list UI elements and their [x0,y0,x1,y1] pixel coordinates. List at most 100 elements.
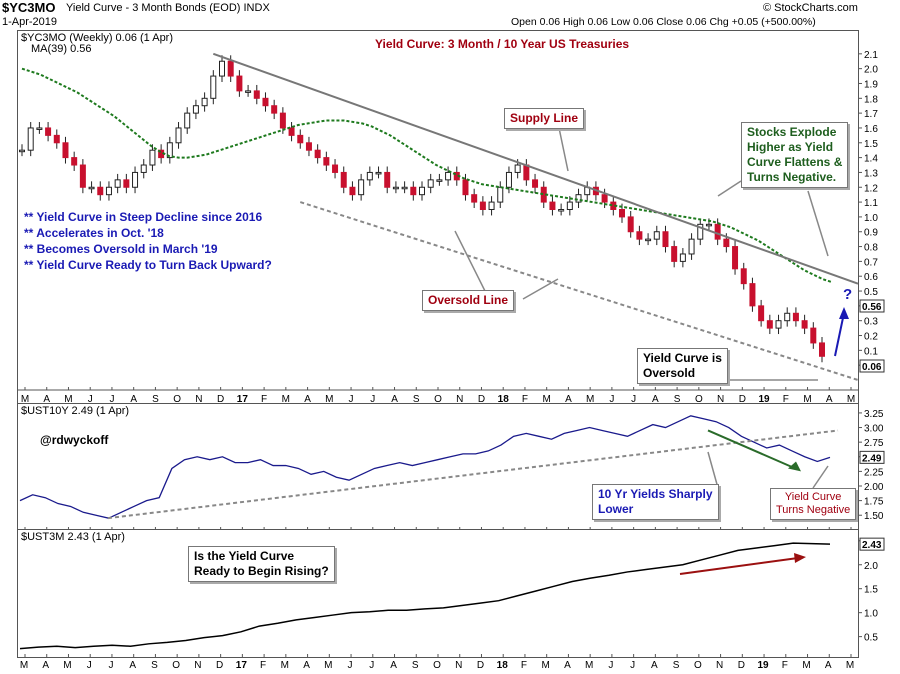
candle-up [201,97,208,107]
candle-up [653,231,660,240]
x-tick-label: F [260,660,266,671]
candle-up [245,90,252,93]
candle-up [445,171,452,181]
last-value-box [859,537,885,551]
x-tick-label: F [261,394,267,405]
explode-pointer-right [807,190,829,257]
notes-list: ** Yield Curve in Steep Decline since 20… [24,209,272,273]
x-tick-label: S [412,660,419,671]
x-tick-label: S [413,394,420,405]
x-tick-label: N [716,660,723,671]
candle-down [262,97,269,107]
candle-up [114,179,121,188]
x-tick-label: O [695,394,703,405]
x-tick-label: A [303,660,310,671]
x-tick-label: D [478,394,485,405]
oversold-pointer-right [522,278,559,300]
candle-up [427,179,434,188]
candle-up [36,127,43,130]
candle-down [810,327,817,344]
candle-up [175,127,182,144]
y-tick-label: 0.5 [864,287,878,298]
x-tick-label: M [282,394,290,405]
candle-down [288,127,295,136]
ma39-line [21,67,833,284]
y-tick-label: 0.5 [864,633,878,644]
x-tick-label: 18 [497,660,509,671]
chart-description: Yield Curve - 3 Month Bonds (EOD) INDX [66,2,270,14]
candle-up [184,112,191,129]
green-arrow-line [707,429,799,471]
x-tick-label: M [64,394,72,405]
candle-down [53,134,60,144]
y-tick-label: 1.7 [864,109,878,120]
x-tick-label: A [825,660,832,671]
x-tick-label: M [542,660,550,671]
candle-down [253,90,260,99]
candle-down [532,179,539,188]
x-tick-label: A [42,660,49,671]
x-tick-label: D [477,660,484,671]
x-tick-label: M [847,394,855,405]
x-tick-label: M [324,660,332,671]
y-tick-label: 0.1 [864,346,878,357]
x-tick-label: 17 [237,394,249,405]
oversold-line [299,201,859,381]
y-tick-label: 0.8 [864,243,878,254]
candle-up [375,171,382,175]
candle-down [627,216,634,233]
supply-line [212,52,859,285]
x-tick-label: J [108,660,113,671]
last-value-box [859,450,885,464]
last-value-box [859,299,885,313]
chart-date: 1-Apr-2019 [2,16,58,28]
legend-ticker: $YC3MO (Weekly) 0.06 (1 Apr) [21,32,174,44]
candle-down [732,246,739,270]
ten-year-panel: 3.253.002.752.502.252.001.751.502.49 $US… [17,403,885,531]
x-tick-label: J [370,394,375,405]
x-tick-label: M [803,394,811,405]
candle-up [505,171,512,188]
note-2: ** Accelerates in Oct. '18 [24,226,164,240]
candle-up [436,179,443,182]
candle-down [723,238,730,248]
x-tick-label: 19 [757,660,769,671]
x-tick-label: A [129,660,136,671]
yield-curve-chart: 2.1 2.0 1.9 1.8 1.7 1.6 1.5 1.4 1.3 1.2 1.1 1.0 0.9 0… [18,50,885,405]
x-tick-label: S [673,660,680,671]
y-tick-label: 1.9 [864,79,878,90]
yields-lower-callout: 10 Yr Yields Sharply Lower [592,484,719,520]
last-value-label: 2.49 [862,453,882,464]
y-tick-label: 1.2 [864,183,878,194]
x-tick-label: J [369,660,374,671]
candle-down [271,105,278,114]
candle-up [645,238,652,242]
y-tick-label: 1.5 [864,139,878,150]
candle-up [488,201,495,211]
x-tick-label: 18 [498,394,510,405]
candle-down [740,268,747,285]
candle-up [132,171,139,188]
x-tick-label: N [194,660,201,671]
candle-down [305,142,312,151]
y-tick-label: 2.0 [864,65,878,76]
candle-up [166,142,173,159]
candle-up [705,223,712,227]
y-tick-label: 3.25 [864,409,884,420]
candle-up [401,186,408,190]
y-tick-label: 1.3 [864,168,878,179]
y-tick-label: 1.50 [864,511,884,522]
supply-pointer [557,122,569,172]
candle-down [340,171,347,188]
candle-up [105,186,112,196]
y-tick-label: 1.6 [864,124,878,135]
author-watermark: @rdwyckoff [40,433,109,447]
x-tick-label: D [738,660,745,671]
x-tick-label: A [130,394,137,405]
negative-pointer [812,465,829,489]
x-tick-label: S [151,660,158,671]
legend-ust3m: $UST3M 2.43 (1 Apr) [21,531,125,543]
candle-down [79,164,86,188]
supply-line-label: Supply Line [504,108,585,129]
ticker-symbol: $YC3MO [2,0,56,15]
